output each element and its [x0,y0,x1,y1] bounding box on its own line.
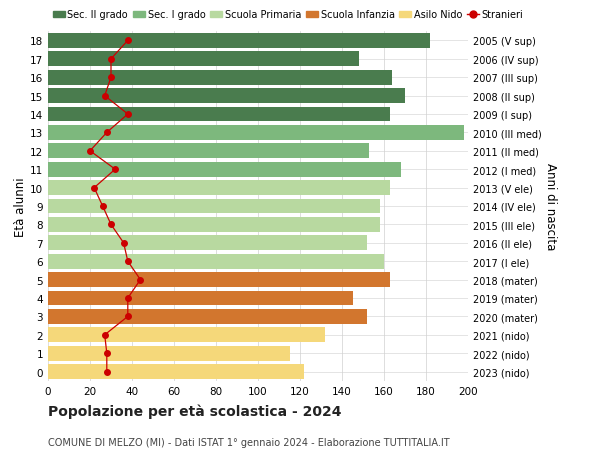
Bar [48,218,380,232]
Bar [48,181,391,196]
Legend: Sec. II grado, Sec. I grado, Scuola Primaria, Scuola Infanzia, Asilo Nido, Stran: Sec. II grado, Sec. I grado, Scuola Prim… [53,10,524,20]
Bar [48,254,384,269]
Bar [48,126,464,140]
Y-axis label: Età alunni: Età alunni [14,177,27,236]
Bar [48,34,430,49]
Bar [48,291,353,306]
Bar [48,52,359,67]
Bar [48,162,401,177]
Bar [48,144,370,159]
Bar [48,273,391,287]
Bar [48,364,304,379]
Bar [48,346,290,361]
Bar [48,71,392,85]
Bar [48,309,367,324]
Y-axis label: Anni di nascita: Anni di nascita [544,163,557,250]
Bar [48,199,380,214]
Bar [48,89,405,104]
Text: COMUNE DI MELZO (MI) - Dati ISTAT 1° gennaio 2024 - Elaborazione TUTTITALIA.IT: COMUNE DI MELZO (MI) - Dati ISTAT 1° gen… [48,437,449,447]
Bar [48,236,367,251]
Text: Popolazione per età scolastica - 2024: Popolazione per età scolastica - 2024 [48,404,341,419]
Bar [48,107,391,122]
Bar [48,328,325,342]
